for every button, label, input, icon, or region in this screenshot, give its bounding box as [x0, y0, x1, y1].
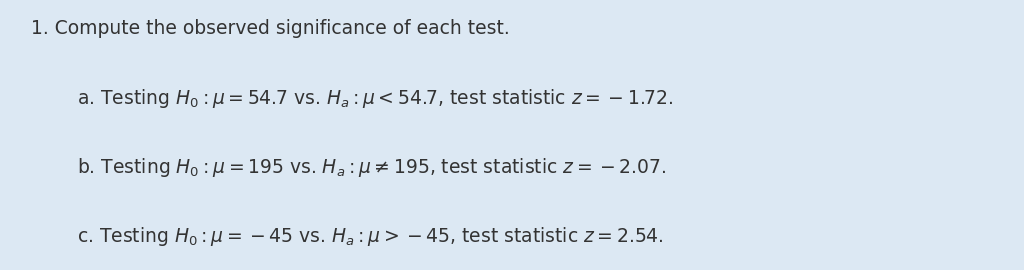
Text: 1. Compute the observed significance of each test.: 1. Compute the observed significance of …: [31, 19, 510, 38]
Text: b. Testing $H_0 : \mu = 195$ vs. $H_a : \mu \neq 195$, test statistic $z = -2.07: b. Testing $H_0 : \mu = 195$ vs. $H_a : …: [77, 156, 666, 179]
Text: a. Testing $H_0 : \mu = 54.7$ vs. $H_a : \mu < 54.7$, test statistic $z = -1.72$: a. Testing $H_0 : \mu = 54.7$ vs. $H_a :…: [77, 87, 673, 110]
Text: c. Testing $H_0 : \mu = -45$ vs. $H_a : \mu > -45$, test statistic $z = 2.54$.: c. Testing $H_0 : \mu = -45$ vs. $H_a : …: [77, 225, 664, 248]
